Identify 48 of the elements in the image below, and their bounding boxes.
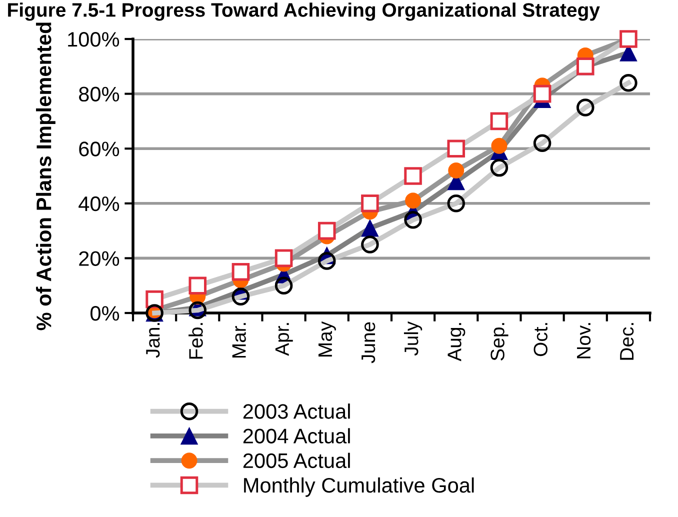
- y-tick-label: 100%: [68, 32, 120, 47]
- point: [404, 210, 422, 229]
- point: [491, 138, 508, 154]
- x-tick-label: Oct.: [534, 323, 548, 356]
- point: [361, 219, 379, 237]
- x-tick-label: Aug.: [448, 323, 466, 362]
- point: [361, 194, 379, 212]
- x-tick-label: May: [318, 321, 336, 356]
- y-tick-label: 60%: [79, 142, 120, 156]
- x-tick-label: Dec.: [620, 323, 634, 360]
- point: [274, 276, 293, 294]
- y-tick-label: 80%: [79, 86, 120, 102]
- point: [318, 252, 336, 270]
- point: [405, 192, 422, 209]
- legend-label: 2005 Actual: [243, 452, 350, 468]
- chart-title: Figure 7.5-1 Progress Toward Achieving Organizational Strategy: [8, 2, 600, 21]
- point: [533, 134, 552, 152]
- x-tick-label: July: [404, 321, 422, 356]
- x-tick-label: Mar.: [232, 323, 246, 358]
- x-tick-label: June: [362, 322, 376, 364]
- point: [447, 140, 466, 158]
- point: [361, 236, 379, 254]
- y-tick-label: 40%: [78, 196, 120, 212]
- point: [490, 158, 508, 177]
- legend-label: 2004 Actual: [243, 428, 350, 444]
- x-tick-label: Nov.: [577, 323, 591, 358]
- point: [318, 222, 336, 240]
- point: [188, 276, 207, 294]
- point: [232, 288, 250, 306]
- legend-label: Monthly Cumulative Goal: [244, 477, 474, 497]
- point: [188, 301, 207, 320]
- point: [448, 162, 464, 179]
- point: [576, 98, 594, 116]
- legend-label: 2003 Actual: [243, 404, 350, 419]
- point: [533, 84, 552, 103]
- x-tick-label: Sep.: [490, 323, 508, 360]
- point: [620, 74, 638, 92]
- y-tick-label: 0%: [90, 306, 120, 321]
- point: [274, 249, 293, 268]
- y-tick-label: 20%: [79, 251, 120, 266]
- point: [447, 194, 466, 212]
- point: [490, 112, 508, 130]
- x-tick-label: Feb.: [188, 323, 203, 359]
- point: [232, 263, 250, 281]
- point: [404, 167, 422, 185]
- x-tick-label: Apr.: [275, 323, 293, 356]
- y-axis-title: % of Action Plans Implemented: [36, 22, 56, 330]
- x-tick-label: Jan.: [146, 323, 160, 358]
